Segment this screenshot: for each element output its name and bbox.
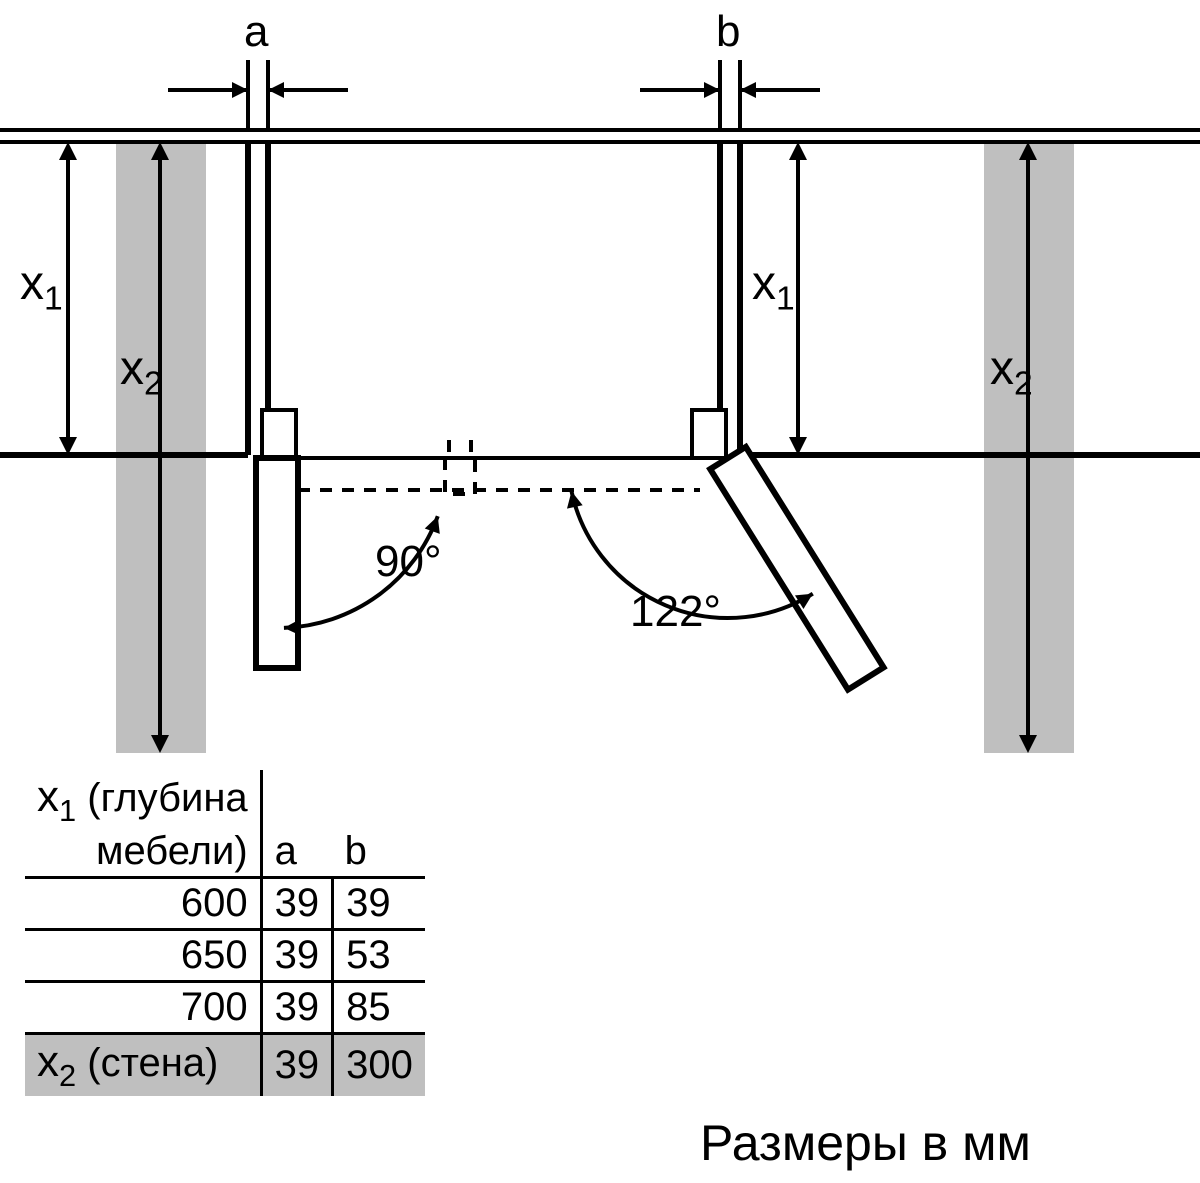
dimension-table: x1 (глубина a b мебели) 600 39 39 650 39… bbox=[25, 770, 425, 1096]
label-x1-left: x1 bbox=[20, 260, 63, 316]
footer-caption: Размеры в мм bbox=[700, 1118, 1031, 1168]
table-row: 650 39 53 bbox=[25, 929, 425, 981]
label-angle-90: 90° bbox=[375, 540, 442, 584]
table-row: 600 39 39 bbox=[25, 877, 425, 929]
label-a: a bbox=[244, 10, 268, 54]
label-x1-right: x1 bbox=[752, 260, 795, 316]
diagram-stage: a b x1 x2 x1 x2 90° 122° Размеры в мм x1… bbox=[0, 0, 1200, 1183]
label-x2-right: x2 bbox=[990, 345, 1033, 401]
label-x2-left: x2 bbox=[120, 345, 163, 401]
label-b: b bbox=[716, 10, 740, 54]
label-angle-122: 122° bbox=[630, 590, 721, 634]
table-wall-row: x2 (стена) 39 300 bbox=[25, 1033, 425, 1095]
table-header-row: x1 (глубина a b bbox=[25, 770, 425, 829]
table-row: 700 39 85 bbox=[25, 981, 425, 1033]
